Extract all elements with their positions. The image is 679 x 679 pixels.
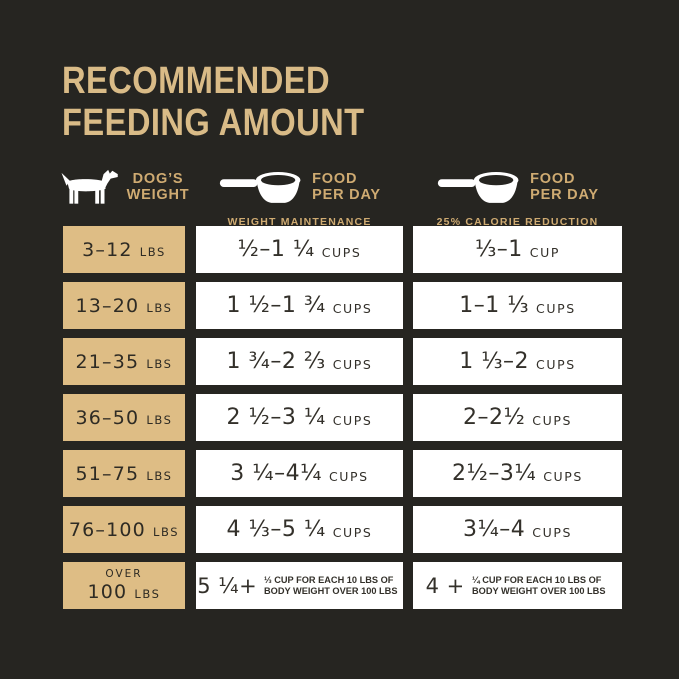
weight-unit: LBS bbox=[146, 300, 173, 315]
maintenance-amount-cell: 1 ½–1 ¾ CUPS bbox=[196, 282, 403, 329]
maintenance-amount-cell: 3 ¼–4¼ CUPS bbox=[196, 450, 403, 497]
reduction-amount: 1 ⅓–2 bbox=[459, 349, 530, 374]
weight-over-label: OVER bbox=[105, 568, 143, 580]
reduction-amount: 2½–3¼ bbox=[452, 461, 537, 486]
reduction-unit: CUPS bbox=[543, 468, 583, 484]
maintenance-amount-cell: ½–1 ¼ CUPS bbox=[196, 226, 403, 273]
maintenance-amount: 4 ⅓–5 ¼ bbox=[226, 517, 326, 542]
maintenance-label-line1: FOOD bbox=[312, 171, 358, 187]
weight-range: 100 bbox=[87, 581, 128, 603]
reduction-unit: CUPS bbox=[536, 300, 576, 316]
maintenance-amount: 1 ¾–2 ⅔ bbox=[226, 349, 326, 374]
weight-unit: LBS bbox=[146, 468, 173, 483]
reduction-amount-cell: 1 ⅓–2 CUPS bbox=[413, 338, 622, 385]
weight-label-line2: WEIGHT bbox=[126, 187, 190, 203]
measuring-cup-icon bbox=[436, 169, 522, 205]
maintenance-amount: 1 ½–1 ¾ bbox=[226, 293, 326, 318]
weight-range: 13–20 bbox=[75, 294, 140, 317]
weight-range: 76–100 bbox=[68, 518, 146, 541]
reduction-note: ¼ CUP FOR EACH 10 LBS OF BODY WEIGHT OVER… bbox=[471, 574, 606, 597]
maintenance-amount: 3 ¼–4¼ bbox=[230, 461, 322, 486]
measuring-cup-icon bbox=[218, 169, 304, 205]
table-row: 13–20 LBS 1 ½–1 ¾ CUPS 1–1 ⅓ CUPS bbox=[63, 282, 622, 329]
reduction-amount-cell: 2½–3¼ CUPS bbox=[413, 450, 622, 497]
maintenance-label-line2: PER DAY bbox=[312, 187, 381, 203]
page-title-line2: FEEDING AMOUNT bbox=[62, 102, 365, 144]
reduction-unit: CUP bbox=[529, 244, 561, 260]
column-header-maintenance: FOOD PER DAY WEIGHT MAINTENANCE bbox=[196, 165, 403, 228]
maintenance-column-label: FOOD PER DAY bbox=[312, 171, 381, 203]
weight-column-label: DOG’S WEIGHT bbox=[127, 171, 190, 203]
weight-unit: LBS bbox=[134, 587, 161, 601]
maintenance-unit: CUPS bbox=[321, 244, 362, 260]
reduction-amount-cell: 3¼–4 CUPS bbox=[413, 506, 622, 553]
column-header-reduction: FOOD PER DAY 25% CALORIE REDUCTION bbox=[413, 165, 622, 228]
reduction-amount-cell: ⅓–1 CUP bbox=[413, 226, 622, 273]
reduction-unit: CUPS bbox=[532, 412, 573, 428]
weight-range: 51–75 bbox=[75, 462, 140, 485]
page-title-line1: RECOMMENDED bbox=[62, 60, 330, 102]
reduction-amount-cell: 1–1 ⅓ CUPS bbox=[413, 282, 622, 329]
maintenance-amount: 2 ½–3 ¼ bbox=[226, 405, 326, 430]
reduction-unit: CUPS bbox=[536, 356, 576, 372]
dog-icon bbox=[59, 166, 119, 208]
column-header-weight: DOG’S WEIGHT bbox=[61, 165, 189, 209]
maintenance-amount-cell: 2 ½–3 ¼ CUPS bbox=[196, 394, 403, 441]
weight-unit: LBS bbox=[139, 244, 166, 259]
maintenance-unit: CUPS bbox=[332, 412, 373, 428]
table-row: OVER 100 LBS 5 ¼+ ⅓ CUP FOR EACH 10 LBS … bbox=[63, 562, 622, 609]
table-row: 36–50 LBS 2 ½–3 ¼ CUPS 2–2½ CUPS bbox=[63, 394, 622, 441]
maintenance-amount-cell: 5 ¼+ ⅓ CUP FOR EACH 10 LBS OF BODY WEIGHT… bbox=[196, 562, 403, 609]
maintenance-amount: 5 ¼+ bbox=[197, 573, 258, 598]
maintenance-column-subtitle: WEIGHT MAINTENANCE bbox=[227, 216, 372, 228]
weight-range: 3–12 bbox=[82, 238, 133, 261]
weight-cell: OVER 100 LBS bbox=[63, 562, 185, 609]
table-row: 3–12 LBS ½–1 ¼ CUPS ⅓–1 CUP bbox=[63, 226, 622, 273]
reduction-column-label: FOOD PER DAY bbox=[530, 171, 599, 203]
reduction-amount-cell: 4 + ¼ CUP FOR EACH 10 LBS OF BODY WEIGHT … bbox=[413, 562, 622, 609]
weight-cell: 76–100 LBS bbox=[63, 506, 185, 553]
reduction-amount: ⅓–1 bbox=[474, 237, 523, 262]
weight-range: 21–35 bbox=[75, 350, 140, 373]
reduction-column-subtitle: 25% CALORIE REDUCTION bbox=[436, 216, 599, 228]
reduction-unit: CUPS bbox=[532, 524, 573, 540]
reduction-amount: 2–2½ bbox=[462, 405, 526, 430]
maintenance-note: ⅓ CUP FOR EACH 10 LBS OF BODY WEIGHT OVER… bbox=[264, 574, 398, 597]
page-title: RECOMMENDED FEEDING AMOUNT bbox=[62, 60, 365, 144]
maintenance-amount-cell: 1 ¾–2 ⅔ CUPS bbox=[196, 338, 403, 385]
maintenance-unit: CUPS bbox=[332, 524, 373, 540]
weight-unit: LBS bbox=[146, 412, 173, 427]
table-row: 21–35 LBS 1 ¾–2 ⅔ CUPS 1 ⅓–2 CUPS bbox=[63, 338, 622, 385]
weight-cell: 3–12 LBS bbox=[63, 226, 185, 273]
reduction-amount: 1–1 ⅓ bbox=[459, 293, 530, 318]
weight-unit: LBS bbox=[152, 524, 180, 539]
maintenance-unit: CUPS bbox=[328, 468, 369, 484]
weight-unit: LBS bbox=[146, 356, 173, 371]
maintenance-unit: CUPS bbox=[332, 300, 373, 316]
maintenance-amount: ½–1 ¼ bbox=[237, 237, 315, 262]
weight-cell: 36–50 LBS bbox=[63, 394, 185, 441]
reduction-amount: 4 + bbox=[425, 573, 465, 598]
table-row: 76–100 LBS 4 ⅓–5 ¼ CUPS 3¼–4 CUPS bbox=[63, 506, 622, 553]
feeding-table-rows: 3–12 LBS ½–1 ¼ CUPS ⅓–1 CUP 13–20 LBS 1 … bbox=[63, 226, 622, 618]
weight-range: 36–50 bbox=[75, 406, 140, 429]
weight-label-line1: DOG’S bbox=[132, 171, 184, 187]
reduction-label-line2: PER DAY bbox=[530, 187, 599, 203]
table-row: 51–75 LBS 3 ¼–4¼ CUPS 2½–3¼ CUPS bbox=[63, 450, 622, 497]
reduction-amount-cell: 2–2½ CUPS bbox=[413, 394, 622, 441]
weight-cell: 21–35 LBS bbox=[63, 338, 185, 385]
reduction-label-line1: FOOD bbox=[530, 171, 576, 187]
maintenance-unit: CUPS bbox=[332, 356, 373, 372]
reduction-amount: 3¼–4 bbox=[462, 517, 526, 542]
maintenance-amount-cell: 4 ⅓–5 ¼ CUPS bbox=[196, 506, 403, 553]
weight-cell: 51–75 LBS bbox=[63, 450, 185, 497]
weight-cell: 13–20 LBS bbox=[63, 282, 185, 329]
